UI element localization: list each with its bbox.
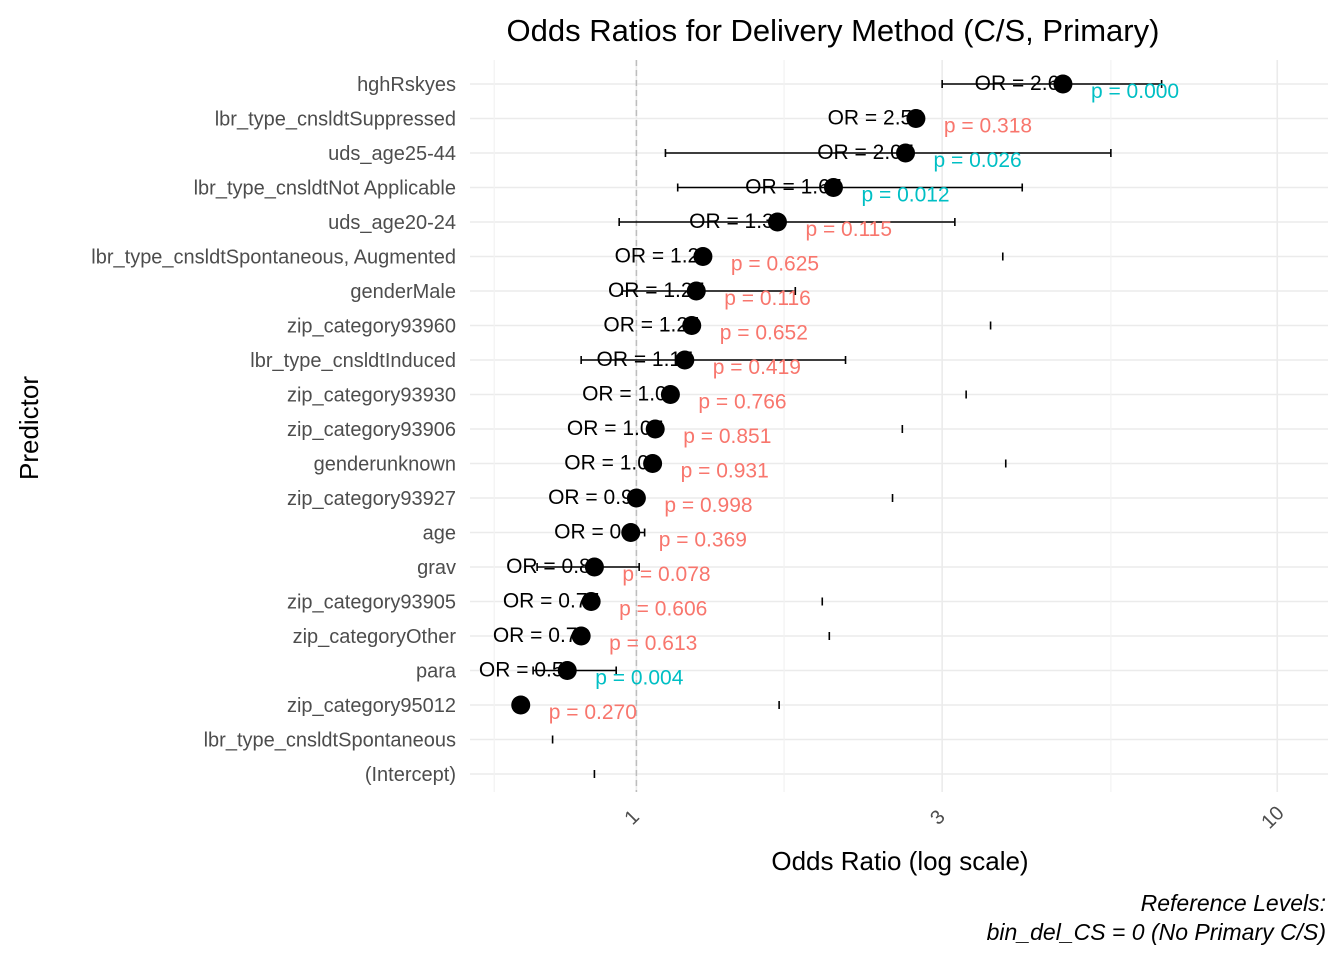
predictor-label: zip_category93906 — [287, 419, 456, 441]
caption-line-1: Reference Levels: — [1141, 890, 1326, 916]
value-labels: OR = 2.68 p = 0.000 OR = 2.54 p = 0.318 OR =… — [479, 72, 1179, 724]
or-point — [682, 316, 702, 335]
predictor-label: lbr_type_cnsldtInduced — [250, 350, 456, 372]
or-label: OR = 1.17 — [596, 348, 692, 371]
or-label: OR = 1.00 — [564, 452, 660, 475]
p-value-label: p = 0.078 — [622, 563, 710, 586]
predictor-labels: hghRskyes lbr_type_cnsldtSuppressed uds_ag… — [91, 74, 457, 786]
predictor-label: zip_category93905 — [287, 592, 456, 614]
or-point — [693, 247, 713, 266]
p-value-label: p = 0.318 — [944, 115, 1032, 138]
or-point — [557, 661, 577, 680]
p-value-label: p = 0.000 — [1091, 80, 1179, 103]
or-point — [511, 695, 531, 715]
or-point — [571, 626, 591, 646]
or-label: OR = 0.8 — [554, 521, 639, 544]
p-value-label: p = 0.998 — [664, 494, 752, 517]
predictor-label: lbr_type_cnsldtSpontaneous — [204, 730, 456, 752]
or-point — [823, 178, 843, 197]
or-point — [584, 557, 604, 577]
p-value-label: p = 0.004 — [595, 667, 683, 690]
predictor-label: genderunknown — [314, 454, 456, 476]
or-point — [686, 281, 706, 301]
p-value-label: p = 0.931 — [681, 460, 769, 483]
predictor-label: lbr_type_cnsldtSpontaneous, Augmented — [91, 247, 456, 269]
predictor-label: uds_age20-24 — [328, 212, 456, 234]
chart-title: Odds Ratios for Delivery Method (C/S, Pr… — [507, 13, 1160, 48]
or-label: OR = 1.29 — [615, 245, 711, 268]
or-label: OR = 1.33 — [689, 210, 785, 233]
p-value-label: p = 0.613 — [609, 632, 697, 655]
p-value-label: p = 0.369 — [659, 529, 747, 552]
odds-ratio-points — [511, 74, 1073, 715]
or-point — [645, 419, 665, 439]
p-value-label: p = 0.115 — [805, 218, 892, 241]
or-point — [1053, 74, 1073, 94]
or-label: OR = 2.68 — [975, 72, 1071, 95]
or-label: OR = 1.07 — [567, 417, 663, 440]
or-label: OR = 0.79 — [493, 624, 589, 647]
or-label: OR = 0.56 — [479, 659, 575, 682]
p-value-label: p = 0.116 — [724, 287, 811, 310]
x-tick-labels: 1 3 10 — [620, 802, 1288, 833]
p-value-label: p = 0.012 — [861, 184, 949, 207]
p-value-label: p = 0.766 — [698, 391, 786, 414]
p-value-label: p = 0.606 — [619, 598, 707, 621]
predictor-label: zip_category95012 — [287, 695, 456, 717]
or-point — [626, 488, 646, 508]
predictor-label: zip_category93930 — [287, 385, 456, 407]
or-label: OR = 0.98 — [548, 486, 644, 509]
or-point — [581, 592, 601, 611]
predictor-label: zip_category93927 — [287, 488, 456, 510]
predictor-label: lbr_type_cnsldtSuppressed — [215, 109, 456, 131]
p-value-label: p = 0.419 — [713, 356, 801, 379]
or-point — [621, 523, 641, 542]
p-value-label: p = 0.026 — [934, 149, 1022, 172]
or-point — [675, 350, 695, 370]
or-label: OR = 1.67 — [745, 176, 841, 199]
or-point — [767, 212, 787, 232]
predictor-label: zip_categoryOther — [293, 626, 457, 648]
caption-line-2: bin_del_CS = 0 (No Primary C/S) — [987, 919, 1326, 945]
predictor-label: zip_category93960 — [287, 316, 456, 338]
or-label: OR = 1.27 — [608, 279, 704, 302]
p-value-label: p = 0.625 — [731, 253, 819, 276]
x-tick-label: 10 — [1257, 802, 1288, 833]
predictor-label: age — [423, 523, 456, 545]
p-value-label: p = 0.851 — [683, 425, 771, 448]
predictor-label: para — [416, 661, 457, 683]
or-point — [896, 143, 916, 163]
or-point — [660, 385, 680, 404]
predictor-label: (Intercept) — [365, 764, 456, 786]
y-axis-title: Predictor — [14, 376, 44, 480]
or-label: OR = 2.07 — [817, 141, 913, 164]
or-label: OR = 1.08 — [582, 383, 678, 406]
or-label: OR = 1.25 — [603, 314, 699, 337]
or-point — [906, 109, 926, 128]
p-value-label: p = 0.652 — [720, 322, 808, 345]
predictor-label: genderMale — [350, 281, 456, 303]
or-point — [643, 454, 663, 473]
predictor-label: lbr_type_cnsldtNot Applicable — [194, 178, 456, 200]
x-axis-title: Odds Ratio (log scale) — [771, 846, 1028, 876]
p-value-label: p = 0.270 — [549, 701, 637, 724]
predictor-label: uds_age25-44 — [328, 143, 456, 165]
predictor-label: hghRskyes — [357, 74, 456, 96]
predictor-label: grav — [417, 557, 456, 579]
or-label: OR = 0.80 — [506, 555, 602, 578]
or-label: OR = 0.77 — [503, 590, 599, 613]
confidence-intervals — [532, 80, 1163, 778]
x-tick-label: 3 — [926, 806, 949, 829]
or-label: OR = 2.54 — [828, 107, 925, 130]
x-tick-label: 1 — [620, 806, 643, 829]
